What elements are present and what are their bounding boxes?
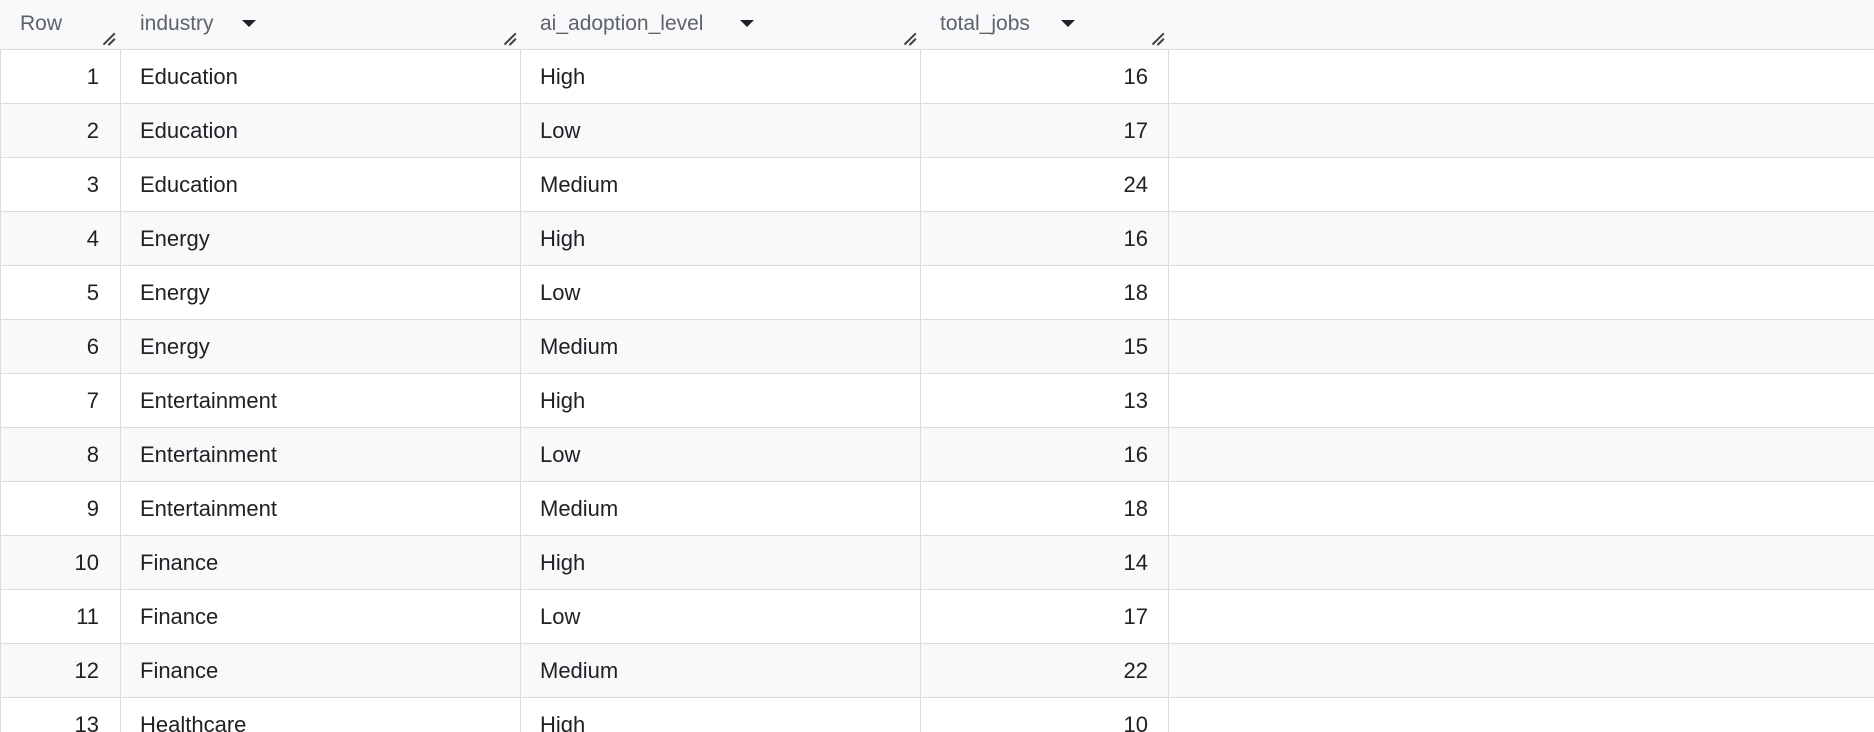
table-row[interactable]: 11 Finance Low 17 [0,590,1874,644]
header-total-jobs-label: total_jobs [940,12,1030,35]
industry-cell[interactable]: Energy [121,212,521,266]
ai-adoption-level-cell[interactable]: High [521,536,921,590]
table-body: 1 Education High 16 2 Education Low 17 3 Educatio… [0,50,1874,732]
table-row[interactable]: 13 Healthcare High 10 [0,698,1874,732]
header-ai-adoption-level-label: ai_adoption_level [540,12,704,35]
total-jobs-cell[interactable]: 10 [921,698,1169,732]
table-row[interactable]: 12 Finance Medium 22 [0,644,1874,698]
total-jobs-cell[interactable]: 15 [921,320,1169,374]
total-jobs-cell[interactable]: 24 [921,158,1169,212]
row-number-cell[interactable]: 10 [0,536,121,590]
ai-adoption-level-cell[interactable]: Low [521,590,921,644]
total-jobs-cell[interactable]: 22 [921,644,1169,698]
industry-cell[interactable]: Entertainment [121,428,521,482]
table-row[interactable]: 6 Energy Medium 15 [0,320,1874,374]
table-row[interactable]: 4 Energy High 16 [0,212,1874,266]
industry-cell[interactable]: Entertainment [121,374,521,428]
total-jobs-cell[interactable]: 16 [921,428,1169,482]
table-row[interactable]: 9 Entertainment Medium 18 [0,482,1874,536]
industry-sort-dropdown-icon[interactable] [242,20,256,27]
industry-cell[interactable]: Energy [121,320,521,374]
row-number-cell[interactable]: 2 [0,104,121,158]
total-jobs-cell[interactable]: 18 [921,482,1169,536]
ai-adoption-level-cell[interactable]: High [521,50,921,104]
row-number-cell[interactable]: 12 [0,644,121,698]
ai-adoption-level-cell[interactable]: High [521,212,921,266]
table-row[interactable]: 3 Education Medium 24 [0,158,1874,212]
ai-adoption-level-cell[interactable]: Low [521,104,921,158]
ai-adoption-level-cell[interactable]: Medium [521,482,921,536]
total-jobs-cell[interactable]: 17 [921,104,1169,158]
header-row: Row [0,0,121,50]
header-total-jobs[interactable]: total_jobs [921,0,1169,50]
row-number-cell[interactable]: 5 [0,266,121,320]
row-number-cell[interactable]: 7 [0,374,121,428]
total-jobs-cell[interactable]: 14 [921,536,1169,590]
total-jobs-cell[interactable]: 17 [921,590,1169,644]
row-number-cell[interactable]: 13 [0,698,121,732]
header-row-label: Row [20,12,63,35]
table-row[interactable]: 2 Education Low 17 [0,104,1874,158]
resize-handle-total-jobs-icon[interactable] [1149,30,1167,46]
ai-adoption-level-cell[interactable]: Medium [521,158,921,212]
ai-adoption-level-cell[interactable]: Low [521,428,921,482]
total-jobs-cell[interactable]: 16 [921,50,1169,104]
row-number-cell[interactable]: 11 [0,590,121,644]
total-jobs-cell[interactable]: 16 [921,212,1169,266]
row-number-cell[interactable]: 3 [0,158,121,212]
total-jobs-cell[interactable]: 18 [921,266,1169,320]
resize-handle-ai-adoption-level-icon[interactable] [901,30,919,46]
industry-cell[interactable]: Finance [121,536,521,590]
ai-adoption-level-cell[interactable]: Medium [521,644,921,698]
industry-cell[interactable]: Education [121,50,521,104]
ai-adoption-level-cell[interactable]: High [521,698,921,732]
table-row[interactable]: 10 Finance High 14 [0,536,1874,590]
row-number-cell[interactable]: 6 [0,320,121,374]
table-row[interactable]: 5 Energy Low 18 [0,266,1874,320]
ai-adoption-level-cell[interactable]: Medium [521,320,921,374]
header-industry[interactable]: industry [121,0,521,50]
resize-handle-industry-icon[interactable] [501,30,519,46]
total-jobs-cell[interactable]: 13 [921,374,1169,428]
industry-cell[interactable]: Healthcare [121,698,521,732]
resize-handle-row-icon[interactable] [100,30,118,46]
table-row[interactable]: 1 Education High 16 [0,50,1874,104]
ai-adoption-level-sort-dropdown-icon[interactable] [740,20,754,27]
ai-adoption-level-cell[interactable]: High [521,374,921,428]
table-row[interactable]: 8 Entertainment Low 16 [0,428,1874,482]
row-number-cell[interactable]: 8 [0,428,121,482]
table-row[interactable]: 7 Entertainment High 13 [0,374,1874,428]
industry-cell[interactable]: Energy [121,266,521,320]
header-industry-label: industry [140,12,214,35]
row-number-cell[interactable]: 9 [0,482,121,536]
industry-cell[interactable]: Finance [121,644,521,698]
row-number-cell[interactable]: 1 [0,50,121,104]
industry-cell[interactable]: Entertainment [121,482,521,536]
industry-cell[interactable]: Finance [121,590,521,644]
industry-cell[interactable]: Education [121,104,521,158]
industry-cell[interactable]: Education [121,158,521,212]
row-number-cell[interactable]: 4 [0,212,121,266]
table-header: Row industry ai_adoption_level total_job… [0,0,1874,50]
header-ai-adoption-level[interactable]: ai_adoption_level [521,0,921,50]
total-jobs-sort-dropdown-icon[interactable] [1061,20,1075,27]
ai-adoption-level-cell[interactable]: Low [521,266,921,320]
